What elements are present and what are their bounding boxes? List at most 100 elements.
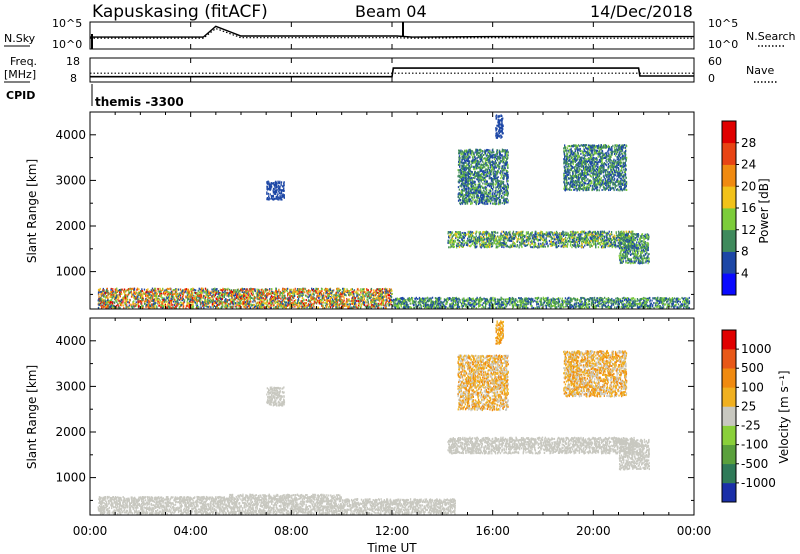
range-gate-cell [357,303,360,305]
range-gate-cell [506,301,508,303]
range-gate-cell [458,300,460,303]
range-gate-cell [142,305,144,308]
range-gate-cell [329,298,331,301]
range-gate-cell [325,299,328,302]
range-gate-cell [485,300,487,303]
range-gate-cell [549,301,551,304]
range-gate-cell [216,296,218,299]
range-gate-cell [137,301,139,304]
range-gate-cell [441,302,443,305]
range-gate-cell [356,295,358,297]
range-gate-cell [580,306,582,309]
range-gate-cell [275,297,277,300]
range-gate-cell [176,297,178,299]
range-gate-cell [372,292,374,295]
range-gate-cell [228,293,230,296]
range-gate-cell [173,300,175,303]
range-gate-cell [173,297,175,300]
range-gate-cell [159,287,161,290]
range-gate-cell [100,305,102,308]
range-gate-cell [200,290,202,293]
range-gate-cell [241,298,243,301]
range-gate-cell [128,290,130,293]
range-gate-cell [500,299,502,301]
range-gate-cell [154,300,156,303]
range-gate-cell [141,297,143,300]
range-gate-cell [262,297,264,300]
range-gate-cell [379,296,381,299]
range-gate-cell [195,307,197,310]
range-gate-cell [367,289,369,292]
range-gate-cell [247,298,249,301]
range-gate-cell [315,287,317,290]
range-gate-cell [581,303,583,305]
range-gate-cell [237,296,240,299]
range-gate-cell [106,300,108,302]
range-gate-cell [516,303,518,306]
range-gate-cell [370,302,373,305]
range-gate-cell [237,302,239,305]
range-gate-cell [233,289,235,292]
range-gate-cell [573,303,576,306]
range-gate-cell [262,293,264,296]
range-gate-cell [339,294,341,297]
range-gate-cell [147,296,149,298]
range-gate-cell [265,296,267,299]
range-gate-cell [147,299,149,301]
range-gate-cell [224,288,226,290]
range-gate-cell [575,305,577,308]
range-gate-cell [348,290,350,292]
range-gate-cell [322,294,324,297]
range-gate-cell [191,290,193,293]
range-gate-cell [379,299,381,301]
range-gate-cell [525,298,527,301]
range-gate-cell [227,292,229,295]
range-gate-cell [147,292,149,295]
range-gate-cell [283,297,285,300]
range-gate-cell [287,292,289,295]
range-gate-cell [236,294,238,297]
range-gate-cell [381,301,383,304]
range-gate-cell [550,304,552,307]
range-gate-cell [552,304,554,307]
range-gate-cell [426,297,428,300]
range-gate-cell [309,305,311,308]
range-gate-cell [277,297,279,300]
range-gate-cell [256,288,258,291]
range-gate-cell [454,300,456,303]
range-gate-cell [189,293,191,296]
range-gate-cell [153,294,155,297]
range-gate-cell [168,296,171,299]
range-gate-cell [174,294,177,297]
range-gate-cell [245,296,247,299]
range-gate-cell [671,303,674,306]
range-gate-cell [119,289,121,291]
range-gate-cell [167,291,169,293]
range-gate-cell [368,303,370,306]
range-gate-cell [351,292,353,295]
nsearch-label: N.Search [746,30,796,43]
range-gate-cell [306,304,308,307]
range-gate-cell [307,303,310,306]
range-gate-cell [171,298,173,301]
range-gate-cell [458,306,460,308]
range-gate-cell [562,304,564,306]
range-gate-cell [169,299,171,302]
range-gate-cell [183,289,185,292]
range-gate-cell [603,302,605,304]
range-gate-cell [228,304,230,307]
range-gate-cell [143,291,145,294]
range-gate-cell [431,305,433,308]
range-gate-cell [498,298,500,301]
range-gate-cell [407,299,410,302]
range-gate-cell [224,293,226,296]
range-gate-cell [212,303,214,306]
range-gate-cell [326,306,328,309]
range-gate-cell [309,303,311,306]
range-gate-cell [329,290,331,293]
range-gate-cell [216,290,218,293]
range-gate-cell [290,291,292,293]
range-gate-cell [189,295,191,298]
date-title: 14/Dec/2018 [590,2,693,21]
range-gate-cell [684,301,686,303]
